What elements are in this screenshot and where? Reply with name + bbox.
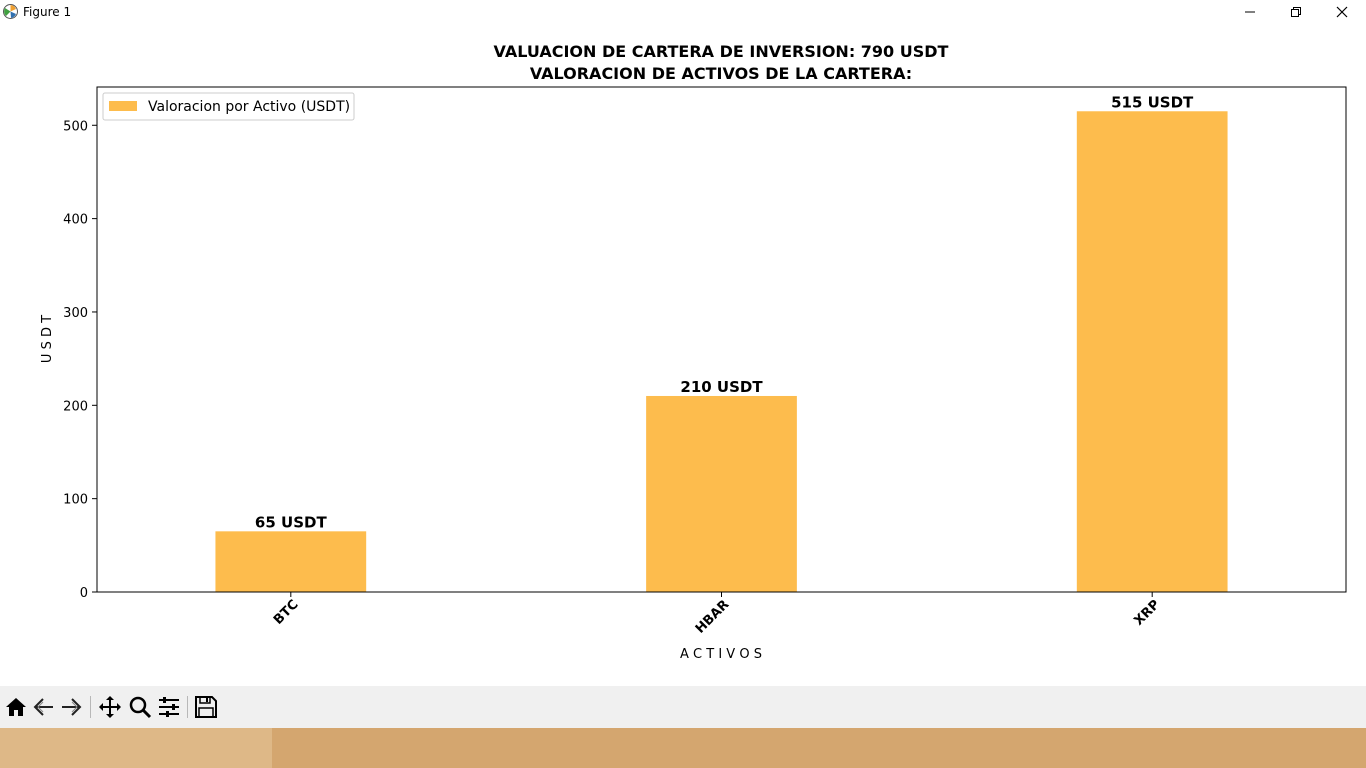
chart-subtitle: VALORACION DE ACTIVOS DE LA CARTERA: [530, 64, 912, 83]
x-axis-label: A C T I V O S [680, 647, 762, 662]
forward-arrow-icon[interactable] [59, 695, 83, 719]
minimize-icon [1245, 11, 1255, 13]
data-label: 515 USDT [1111, 93, 1194, 111]
plot-frame [96, 86, 1347, 593]
legend-frame [102, 92, 355, 121]
y-tick-label: 100 [63, 493, 88, 508]
bar-chart: VALUACION DE CARTERA DE INVERSION: 790 U… [40, 42, 1347, 662]
y-tick-label: 500 [63, 119, 88, 134]
close-icon [1336, 6, 1348, 18]
taskbar [0, 728, 1366, 768]
y-tick-label: 400 [63, 213, 88, 228]
y-axis: 0 100 200 300 400 500 [63, 119, 97, 601]
minimize-button[interactable] [1227, 0, 1273, 24]
window-title: Figure 1 [23, 5, 72, 19]
y-tick-label: 200 [63, 399, 88, 414]
window-titlebar: Figure 1 [0, 0, 1366, 24]
x-tick-label-xrp: XRP [1132, 597, 1164, 629]
taskbar-active-item[interactable] [0, 728, 272, 768]
home-icon[interactable] [4, 695, 28, 719]
toolbar-separator [187, 696, 188, 718]
bar-xrp [1076, 111, 1228, 592]
y-axis-label: U S D T [40, 315, 55, 363]
bars-group: 65 USDT 210 USDT 515 USDT [215, 93, 1228, 592]
x-axis: BTC HBAR XRP [271, 592, 1163, 637]
pan-icon[interactable] [98, 695, 122, 719]
zoom-icon[interactable] [128, 695, 152, 719]
legend: Valoracion por Activo (USDT) [102, 92, 355, 121]
toolbar-separator [90, 696, 91, 718]
legend-label: Valoracion por Activo (USDT) [148, 99, 350, 115]
configure-subplots-icon[interactable] [157, 695, 181, 719]
data-label: 65 USDT [255, 513, 328, 531]
y-tick-label: 0 [80, 586, 88, 601]
save-icon[interactable] [194, 695, 218, 719]
close-button[interactable] [1319, 0, 1365, 24]
navigation-toolbar [0, 686, 1366, 728]
data-label: 210 USDT [680, 378, 763, 396]
maximize-button[interactable] [1273, 0, 1319, 24]
restore-icon [1291, 7, 1301, 17]
matplotlib-app-icon [3, 4, 18, 19]
chart-title: VALUACION DE CARTERA DE INVERSION: 790 U… [494, 42, 949, 61]
y-tick-label: 300 [63, 306, 88, 321]
bar-btc [215, 531, 367, 592]
x-tick-label-hbar: HBAR [693, 597, 733, 637]
bar-hbar [646, 395, 797, 592]
back-arrow-icon[interactable] [32, 695, 56, 719]
legend-swatch [109, 101, 137, 111]
x-tick-label-btc: BTC [271, 597, 302, 628]
